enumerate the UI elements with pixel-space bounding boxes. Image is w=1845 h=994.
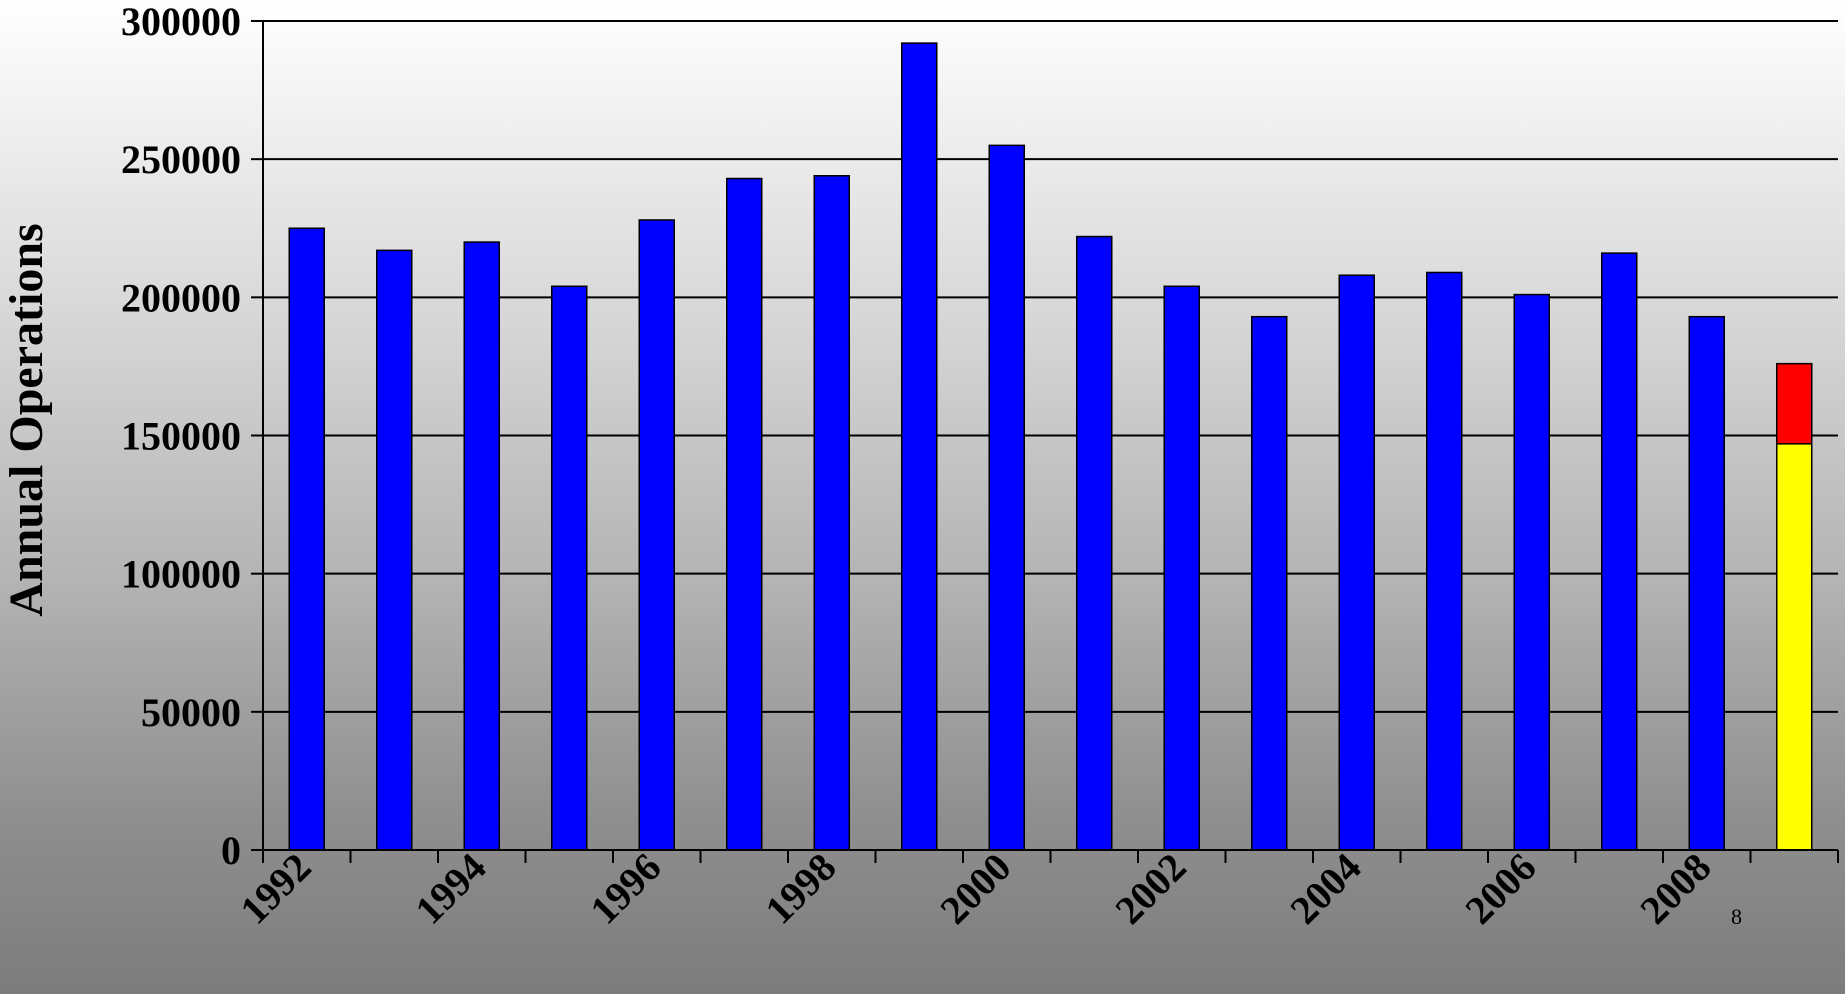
x-tick-labels: 1992 1994 1996 1998 2000 2002 2004 2006 2008 [231, 844, 1719, 932]
bar-2000 [988, 144, 1025, 851]
bar-2009 [1776, 362, 1813, 445]
axes [251, 20, 1839, 863]
x-tick-label: 2000 [931, 844, 1019, 932]
bar-2005 [1426, 271, 1463, 851]
y-tick-labels: 0 50000 100000 150000 200000 250000 300000 [121, 0, 241, 873]
bar-2003 [1251, 315, 1288, 851]
x-tick-label: 1998 [756, 844, 844, 932]
bar-1999 [901, 42, 938, 851]
x-tick-label: 2008 [1631, 844, 1719, 932]
bar-1992 [288, 227, 325, 851]
bar-1994 [463, 241, 500, 851]
x-tick-label: 1996 [581, 844, 669, 932]
x-tick-label: 1992 [231, 844, 319, 932]
y-tick-label: 100000 [121, 552, 241, 597]
x-tick-label: 2004 [1281, 844, 1369, 932]
y-tick-label: 0 [221, 828, 241, 873]
y-tick-label: 200000 [121, 275, 241, 320]
y-axis-title: Annual Operations [0, 223, 53, 616]
x-tick-label: 2006 [1456, 844, 1544, 932]
bar-2001 [1076, 235, 1113, 851]
x-tick-label: 2002 [1106, 844, 1194, 932]
bar-1996 [638, 219, 675, 851]
bars [288, 42, 1813, 851]
y-tick-label: 50000 [141, 690, 241, 735]
bar-1995 [551, 285, 588, 851]
bar-1993 [376, 249, 413, 851]
bar-2009 [1776, 443, 1813, 851]
y-tick-label: 250000 [121, 137, 241, 182]
bar-2006 [1513, 293, 1550, 851]
y-tick-label: 300000 [121, 0, 241, 44]
x-tick-label: 1994 [406, 844, 494, 932]
grid-lines [263, 20, 1838, 713]
bar-2004 [1338, 274, 1375, 851]
bar-1998 [813, 174, 850, 851]
bar-2007 [1601, 252, 1638, 851]
page-number: 8 [1731, 904, 1742, 929]
y-tick-label: 150000 [121, 414, 241, 459]
bar-2008 [1688, 315, 1725, 851]
bar-1997 [726, 177, 763, 851]
bar-2002 [1163, 285, 1200, 851]
